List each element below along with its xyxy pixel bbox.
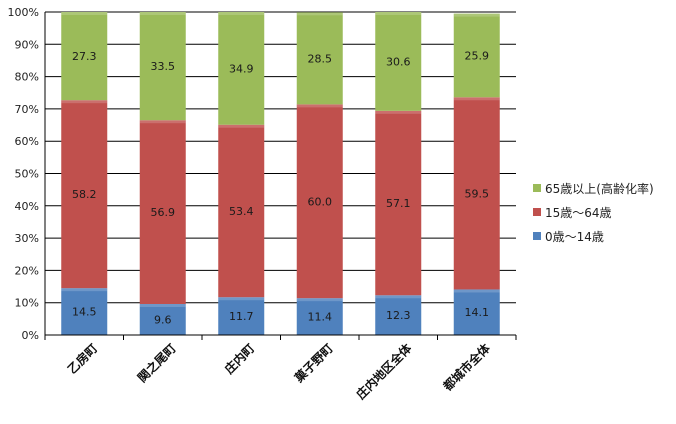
data-label: 14.5 (72, 306, 97, 319)
legend-label-65-plus: 65歳以上(高齢化率) (545, 181, 654, 196)
legend-swatch-0-14 (533, 232, 541, 240)
bar-segment-highlight (61, 12, 108, 15)
bar-segment (453, 97, 500, 290)
data-label: 56.9 (151, 206, 176, 219)
data-label: 12.3 (386, 309, 411, 322)
y-tick-label: 60% (15, 135, 39, 148)
bar-segment-highlight (453, 289, 500, 293)
legend-swatch-65-plus (533, 184, 541, 192)
bar-segment (61, 12, 108, 101)
bar-segment (375, 295, 422, 335)
bar-segment (139, 12, 186, 121)
legend-item-15-64: 15歳〜64歳 (533, 200, 654, 224)
bar-segment (218, 124, 265, 298)
bar-segment (61, 288, 108, 335)
y-tick-label: 30% (15, 232, 39, 245)
legend-label-15-64: 15歳〜64歳 (545, 205, 612, 220)
bar-segment (139, 303, 186, 335)
bar-segment-highlight (218, 12, 265, 15)
data-label: 60.0 (308, 195, 333, 208)
data-label: 28.5 (308, 52, 333, 65)
legend-label-0-14: 0歳〜14歳 (545, 229, 604, 244)
bar-segment (296, 104, 343, 299)
bar-segment (453, 13, 500, 98)
data-label: 34.9 (229, 62, 254, 75)
bar-segment (139, 120, 186, 304)
bar-segment-highlight (453, 97, 500, 101)
x-category-label: 関之尾町 (134, 341, 179, 386)
bar-segment-highlight (375, 110, 422, 114)
chart-legend: 65歳以上(高齢化率) 15歳〜64歳 0歳〜14歳 (533, 176, 654, 248)
data-label: 9.6 (154, 313, 172, 326)
data-label: 58.2 (72, 188, 97, 201)
data-label: 14.1 (465, 306, 490, 319)
data-label: 11.4 (308, 311, 333, 324)
legend-item-0-14: 0歳〜14歳 (533, 224, 654, 248)
y-tick-label: 80% (15, 71, 39, 84)
x-category-label: 庄内町 (221, 341, 257, 377)
y-tick-label: 50% (15, 168, 39, 181)
bar-segment (218, 297, 265, 335)
bar-segment-highlight (375, 295, 422, 299)
x-category-label: 乙房町 (64, 341, 100, 377)
y-tick-label: 40% (15, 200, 39, 213)
data-label: 27.3 (72, 50, 97, 63)
bar-segment-highlight (296, 12, 343, 16)
y-tick-label: 10% (15, 297, 39, 310)
data-label: 30.6 (386, 55, 411, 68)
x-category-label: 庄内地区全体 (353, 340, 415, 402)
y-tick-label: 100% (8, 6, 39, 19)
bar-segment-highlight (218, 124, 265, 128)
data-label: 33.5 (151, 60, 176, 73)
data-label: 53.4 (229, 205, 254, 218)
bar-segment-highlight (139, 120, 186, 124)
bar-segment-highlight (139, 303, 186, 307)
bar-segment-highlight (61, 288, 108, 292)
data-label: 59.5 (465, 187, 490, 200)
y-tick-label: 90% (15, 38, 39, 51)
x-category-label: 都城市全体 (439, 340, 493, 394)
bar-segment (453, 289, 500, 335)
x-category-label: 菓子野町 (291, 341, 336, 386)
bar-segment-highlight (296, 104, 343, 108)
bar-segment (218, 12, 265, 125)
bar-segment-highlight (61, 100, 108, 104)
data-label: 25.9 (465, 49, 490, 62)
bar-segment-highlight (218, 297, 265, 301)
bar-segment (375, 12, 422, 111)
bar-segment (61, 100, 108, 289)
bar-segment-highlight (139, 12, 186, 15)
y-tick-label: 70% (15, 103, 39, 116)
y-tick-label: 20% (15, 264, 39, 277)
bar-segment-highlight (375, 12, 422, 15)
data-label: 57.1 (386, 197, 411, 210)
legend-item-65-plus: 65歳以上(高齢化率) (533, 176, 654, 200)
bar-segment-highlight (296, 298, 343, 302)
data-label: 11.7 (229, 310, 254, 323)
bar-segment-highlight (453, 13, 500, 17)
y-tick-label: 0% (22, 329, 39, 342)
bar-segment (296, 298, 343, 335)
bar-segment (375, 110, 422, 296)
legend-swatch-15-64 (533, 208, 541, 216)
bar-segment (296, 12, 343, 105)
